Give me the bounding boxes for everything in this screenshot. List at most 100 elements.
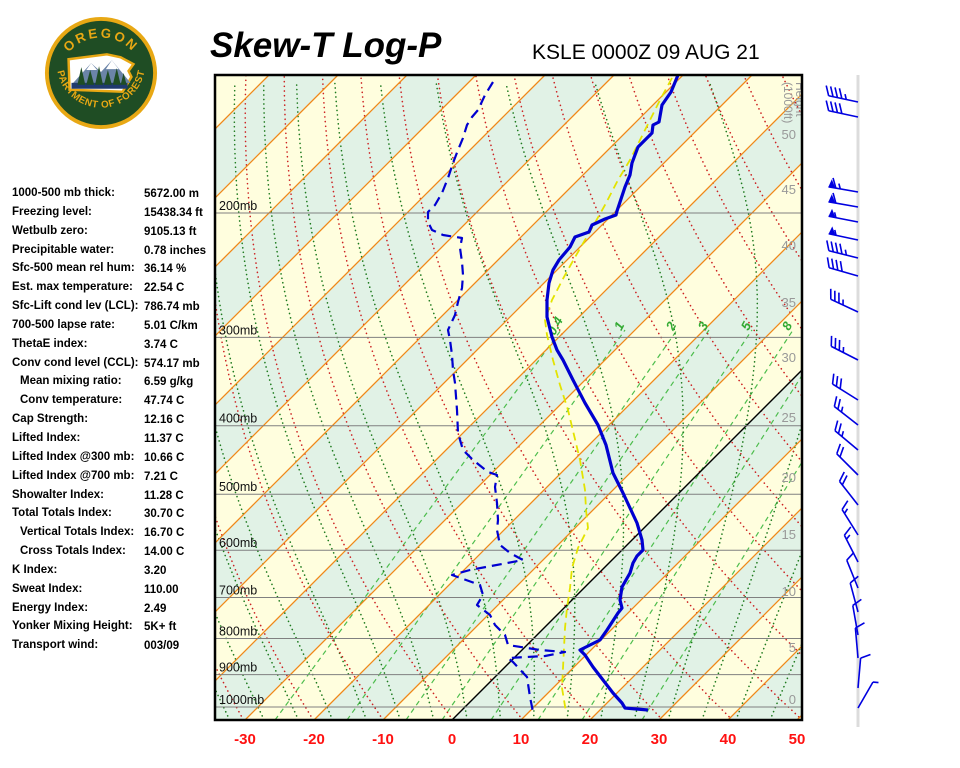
index-row: Conv cond level (CCL): 574.17 mb — [12, 354, 212, 373]
index-row: Cross Totals Index: 14.00 C — [12, 542, 212, 561]
dry-adiabat — [215, 294, 384, 720]
isotherm — [215, 75, 615, 475]
index-row: 700-500 lapse rate: 5.01 C/km — [12, 316, 212, 335]
index-value: 30.70 C — [144, 508, 185, 521]
wind-barb — [854, 622, 865, 659]
height-label: 15 — [782, 527, 796, 542]
index-label: Conv cond level (CCL): — [12, 356, 139, 369]
logo-trees — [77, 66, 127, 85]
index-value: 12.16 C — [144, 414, 185, 427]
isotherm — [215, 75, 477, 337]
index-label: Transport wind: — [12, 639, 99, 652]
moist-adiabat — [215, 423, 334, 720]
temp-axis-label: 20 — [582, 731, 599, 748]
index-row: K Index: 3.20 — [12, 561, 212, 580]
pressure-label: 500mb — [219, 480, 257, 494]
plot-area: 0.4 1 2 3 5 8200mb300mb400mb500mb600mb700mb80… — [0, 75, 960, 720]
index-row: Freezing level: 15438.34 ft — [12, 203, 212, 222]
pressure-label: 700mb — [219, 584, 257, 598]
index-label: 1000-500 mb thick: — [12, 187, 115, 199]
temp-band — [215, 94, 802, 720]
dry-adiabat — [360, 75, 664, 720]
isotherm — [244, 162, 802, 720]
page-title: Skew-T Log-P — [210, 26, 442, 65]
index-label: Sfc-Lift cond lev (LCL): — [12, 300, 139, 313]
wind-barb — [857, 653, 871, 689]
index-label: Total Totals Index: — [12, 507, 112, 520]
wind-barb — [857, 681, 879, 709]
index-row: Transport wind: 003/09 — [12, 636, 212, 655]
index-row: Lifted Index @700 mb: 7.21 C — [12, 467, 212, 486]
moist-adiabat — [505, 82, 625, 720]
index-label: Lifted Index @300 mb: — [12, 450, 135, 463]
pressure-label: 600mb — [219, 536, 257, 550]
isotherm — [658, 576, 802, 720]
index-value: 14.00 C — [144, 546, 185, 559]
index-row: Yonker Mixing Height: 5K+ ft — [12, 617, 212, 636]
temp-axis-label: 40 — [720, 731, 737, 748]
temp-band — [0, 75, 200, 720]
pressure-label: 200mb — [219, 199, 257, 213]
height-label: 20 — [782, 470, 796, 485]
temp-axis-label: -20 — [303, 731, 325, 748]
isotherm — [215, 75, 684, 544]
mixing-ratio-line — [346, 329, 626, 720]
dry-adiabat — [551, 75, 802, 528]
dry-adiabat — [398, 75, 734, 720]
wind-barb — [828, 192, 859, 208]
temp-band — [797, 715, 802, 720]
temp-axis-label: -10 — [372, 731, 394, 748]
moist-adiabat — [233, 82, 402, 720]
isotherm — [866, 75, 960, 720]
height-label: 30 — [782, 350, 796, 365]
moist-adiabat — [295, 82, 468, 720]
dry-adiabat — [474, 75, 802, 657]
wind-barb — [829, 288, 859, 313]
index-label: Cap Strength: — [12, 413, 89, 426]
index-row: Precipitable water: 0.78 inches — [12, 241, 212, 260]
dry-adiabat — [935, 75, 960, 720]
moist-adiabat — [262, 82, 435, 720]
index-value: 786.74 mb — [144, 301, 200, 314]
pressure-label: 1000mb — [219, 693, 264, 707]
height-label: 35 — [782, 295, 796, 310]
index-row: Conv temperature: 47.74 C — [12, 391, 212, 410]
index-value: 10.66 C — [144, 451, 185, 464]
wind-barb — [831, 373, 859, 401]
index-label: Sweat Index: — [12, 582, 83, 595]
index-value: 47.74 C — [144, 395, 185, 408]
temp-band — [866, 75, 960, 720]
index-row: Wetbulb zero: 9105.13 ft — [12, 222, 212, 241]
temp-axis-label: 10 — [513, 731, 530, 748]
isotherm — [215, 75, 339, 199]
mixing-ratio-line — [405, 329, 678, 720]
index-value: 0.78 inches — [144, 244, 207, 257]
index-label: Sfc-500 mean rel hum: — [12, 262, 135, 275]
height-label: 0 — [789, 692, 796, 707]
height-axis-units: (1000ft) — [781, 82, 795, 123]
moist-adiabat — [215, 687, 231, 720]
isotherm — [215, 75, 546, 406]
pressure-label: 300mb — [219, 323, 257, 337]
moist-adiabat — [435, 82, 576, 720]
wind-barb — [834, 420, 859, 451]
index-value: 6.59 g/kg — [144, 376, 194, 389]
isotherm — [796, 714, 802, 720]
moist-adiabat — [379, 82, 536, 720]
index-row: Sfc-500 mean rel hum: 36.14 % — [12, 259, 212, 278]
index-value: 3.20 — [144, 564, 167, 577]
index-row: Est. max temperature: 22.54 C — [12, 278, 212, 297]
index-value: 15438.34 ft — [144, 206, 203, 219]
dry-adiabat — [781, 75, 802, 118]
wind-barb — [846, 551, 859, 589]
index-value: 574.17 mb — [144, 357, 200, 370]
logo-snow-peak — [86, 63, 98, 71]
indices-panel: 1000-500 mb thick: 5672.00 m Freezing leve… — [12, 184, 212, 655]
height-label: 10 — [782, 584, 796, 599]
index-label: Energy Index: — [12, 601, 89, 614]
height-label: 50 — [782, 127, 796, 142]
temperature-trace — [545, 75, 680, 712]
index-value: 7.21 C — [144, 470, 178, 483]
index-row: Total Totals Index: 30.70 C — [12, 504, 212, 523]
